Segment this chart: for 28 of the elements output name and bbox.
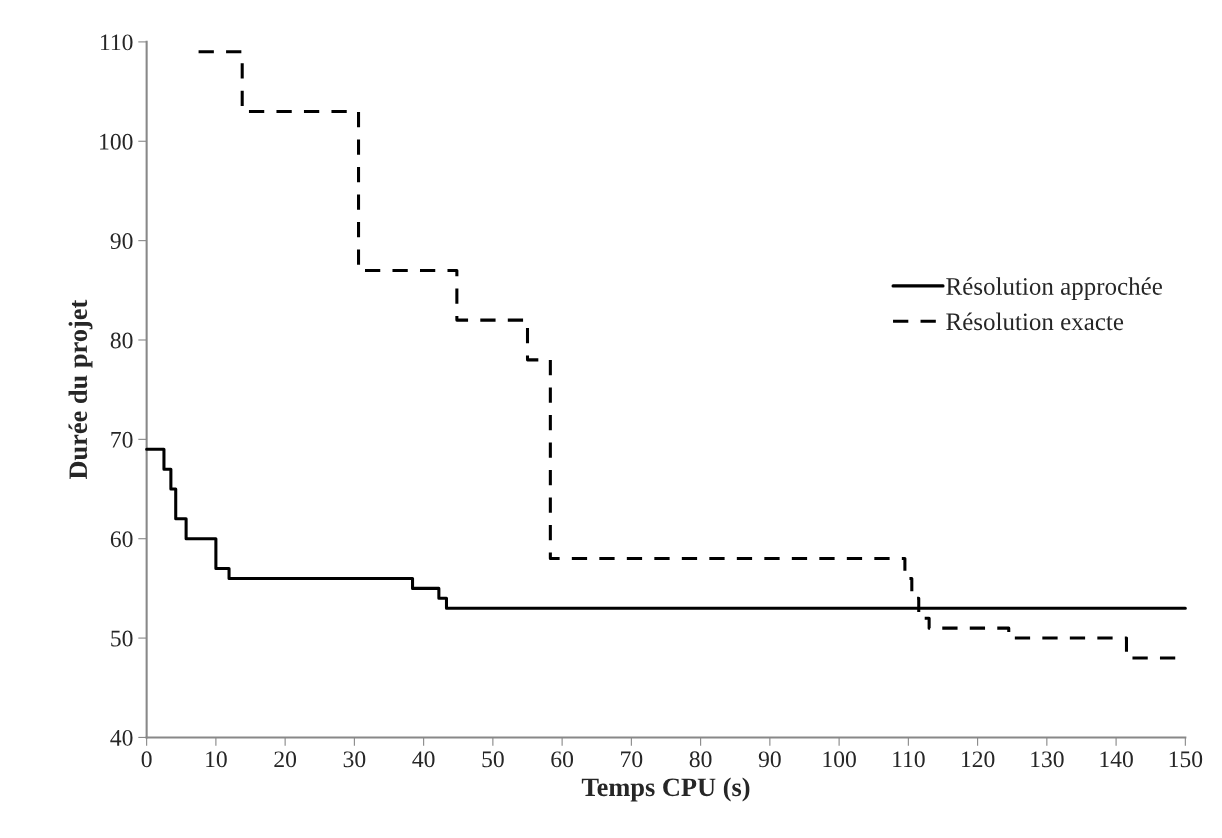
x-tick-label: 70 bbox=[621, 751, 643, 768]
x-tick-label: 90 bbox=[758, 751, 781, 768]
x-tick-label: 110 bbox=[893, 751, 925, 768]
y-tick-label: 80 bbox=[110, 332, 133, 349]
legend-label: Résolution exacte bbox=[946, 312, 1124, 331]
x-tick-label: 40 bbox=[412, 751, 435, 768]
x-tick-label: 30 bbox=[343, 751, 366, 768]
x-tick-label: 120 bbox=[961, 751, 995, 768]
x-tick-label: 130 bbox=[1031, 751, 1064, 768]
x-tick-label: 0 bbox=[141, 751, 152, 768]
legend-label: Résolution approchée bbox=[946, 277, 1162, 300]
y-tick-label: 110 bbox=[100, 34, 133, 51]
x-tick-label: 10 bbox=[206, 751, 227, 768]
x-tick-label: 150 bbox=[1169, 751, 1203, 768]
y-tick-label: 50 bbox=[111, 630, 133, 647]
x-tick-label: 80 bbox=[689, 751, 712, 768]
y-tick-label: 100 bbox=[100, 133, 133, 150]
x-tick-label: 50 bbox=[482, 751, 504, 768]
y-tick-label: 60 bbox=[110, 531, 133, 548]
x-tick-label: 20 bbox=[274, 751, 297, 768]
x-tick-label: 60 bbox=[551, 751, 574, 768]
y-axis-title: Durée du projet bbox=[68, 299, 93, 480]
x-tick-label: 140 bbox=[1100, 751, 1133, 768]
y-tick-label: 70 bbox=[111, 431, 133, 448]
y-tick-label: 90 bbox=[110, 233, 133, 250]
x-axis-title: Temps CPU (s) bbox=[581, 777, 750, 802]
y-tick-label: 40 bbox=[110, 729, 133, 746]
x-tick-label: 100 bbox=[823, 751, 856, 768]
